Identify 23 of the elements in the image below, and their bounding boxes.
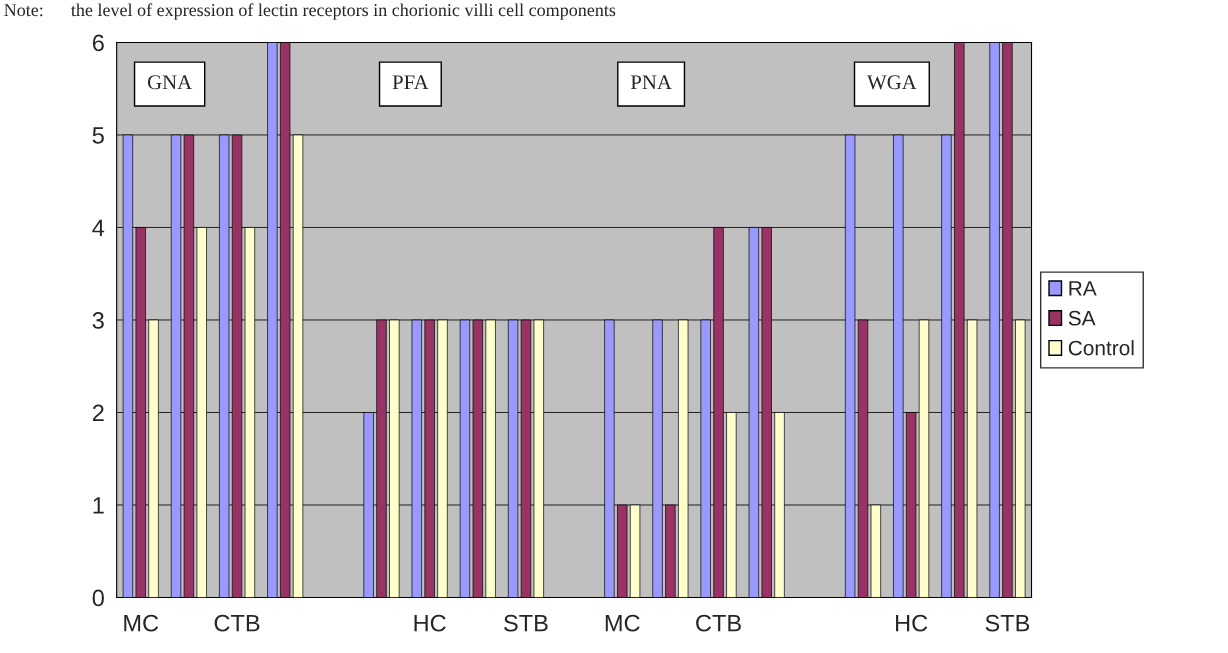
x-tick-label: MC — [605, 614, 640, 632]
x-tick-label: STB — [504, 614, 548, 632]
x-tick-label: STB — [985, 614, 1030, 632]
x-tick-label: CTB — [696, 614, 741, 632]
y-tick-label: 4 — [92, 219, 105, 237]
chart-title: Note: the level of expression of lectin receptors in chorionic villi cell components — [4, 3, 616, 20]
y-tick-label: 5 — [92, 127, 104, 144]
legend-label: RA — [1069, 281, 1097, 296]
legend-label: SA — [1068, 310, 1096, 326]
annotation: GNA — [147, 75, 193, 90]
annotation: WGA — [867, 75, 917, 90]
y-tick-label: 0 — [92, 589, 104, 607]
legend-label: Control — [1068, 340, 1134, 356]
annotation: PFA — [392, 75, 429, 90]
x-tick-label: CTB — [214, 614, 260, 632]
y-tick-label: 2 — [92, 404, 104, 422]
y-tick-label: 3 — [92, 312, 104, 329]
x-tick-label: MC — [124, 614, 159, 632]
y-tick-label: 1 — [93, 497, 104, 514]
annotation: PNA — [630, 75, 672, 90]
y-tick-label: 6 — [92, 34, 104, 52]
x-tick-label: HC — [414, 614, 446, 632]
x-tick-label: HC — [896, 614, 928, 632]
